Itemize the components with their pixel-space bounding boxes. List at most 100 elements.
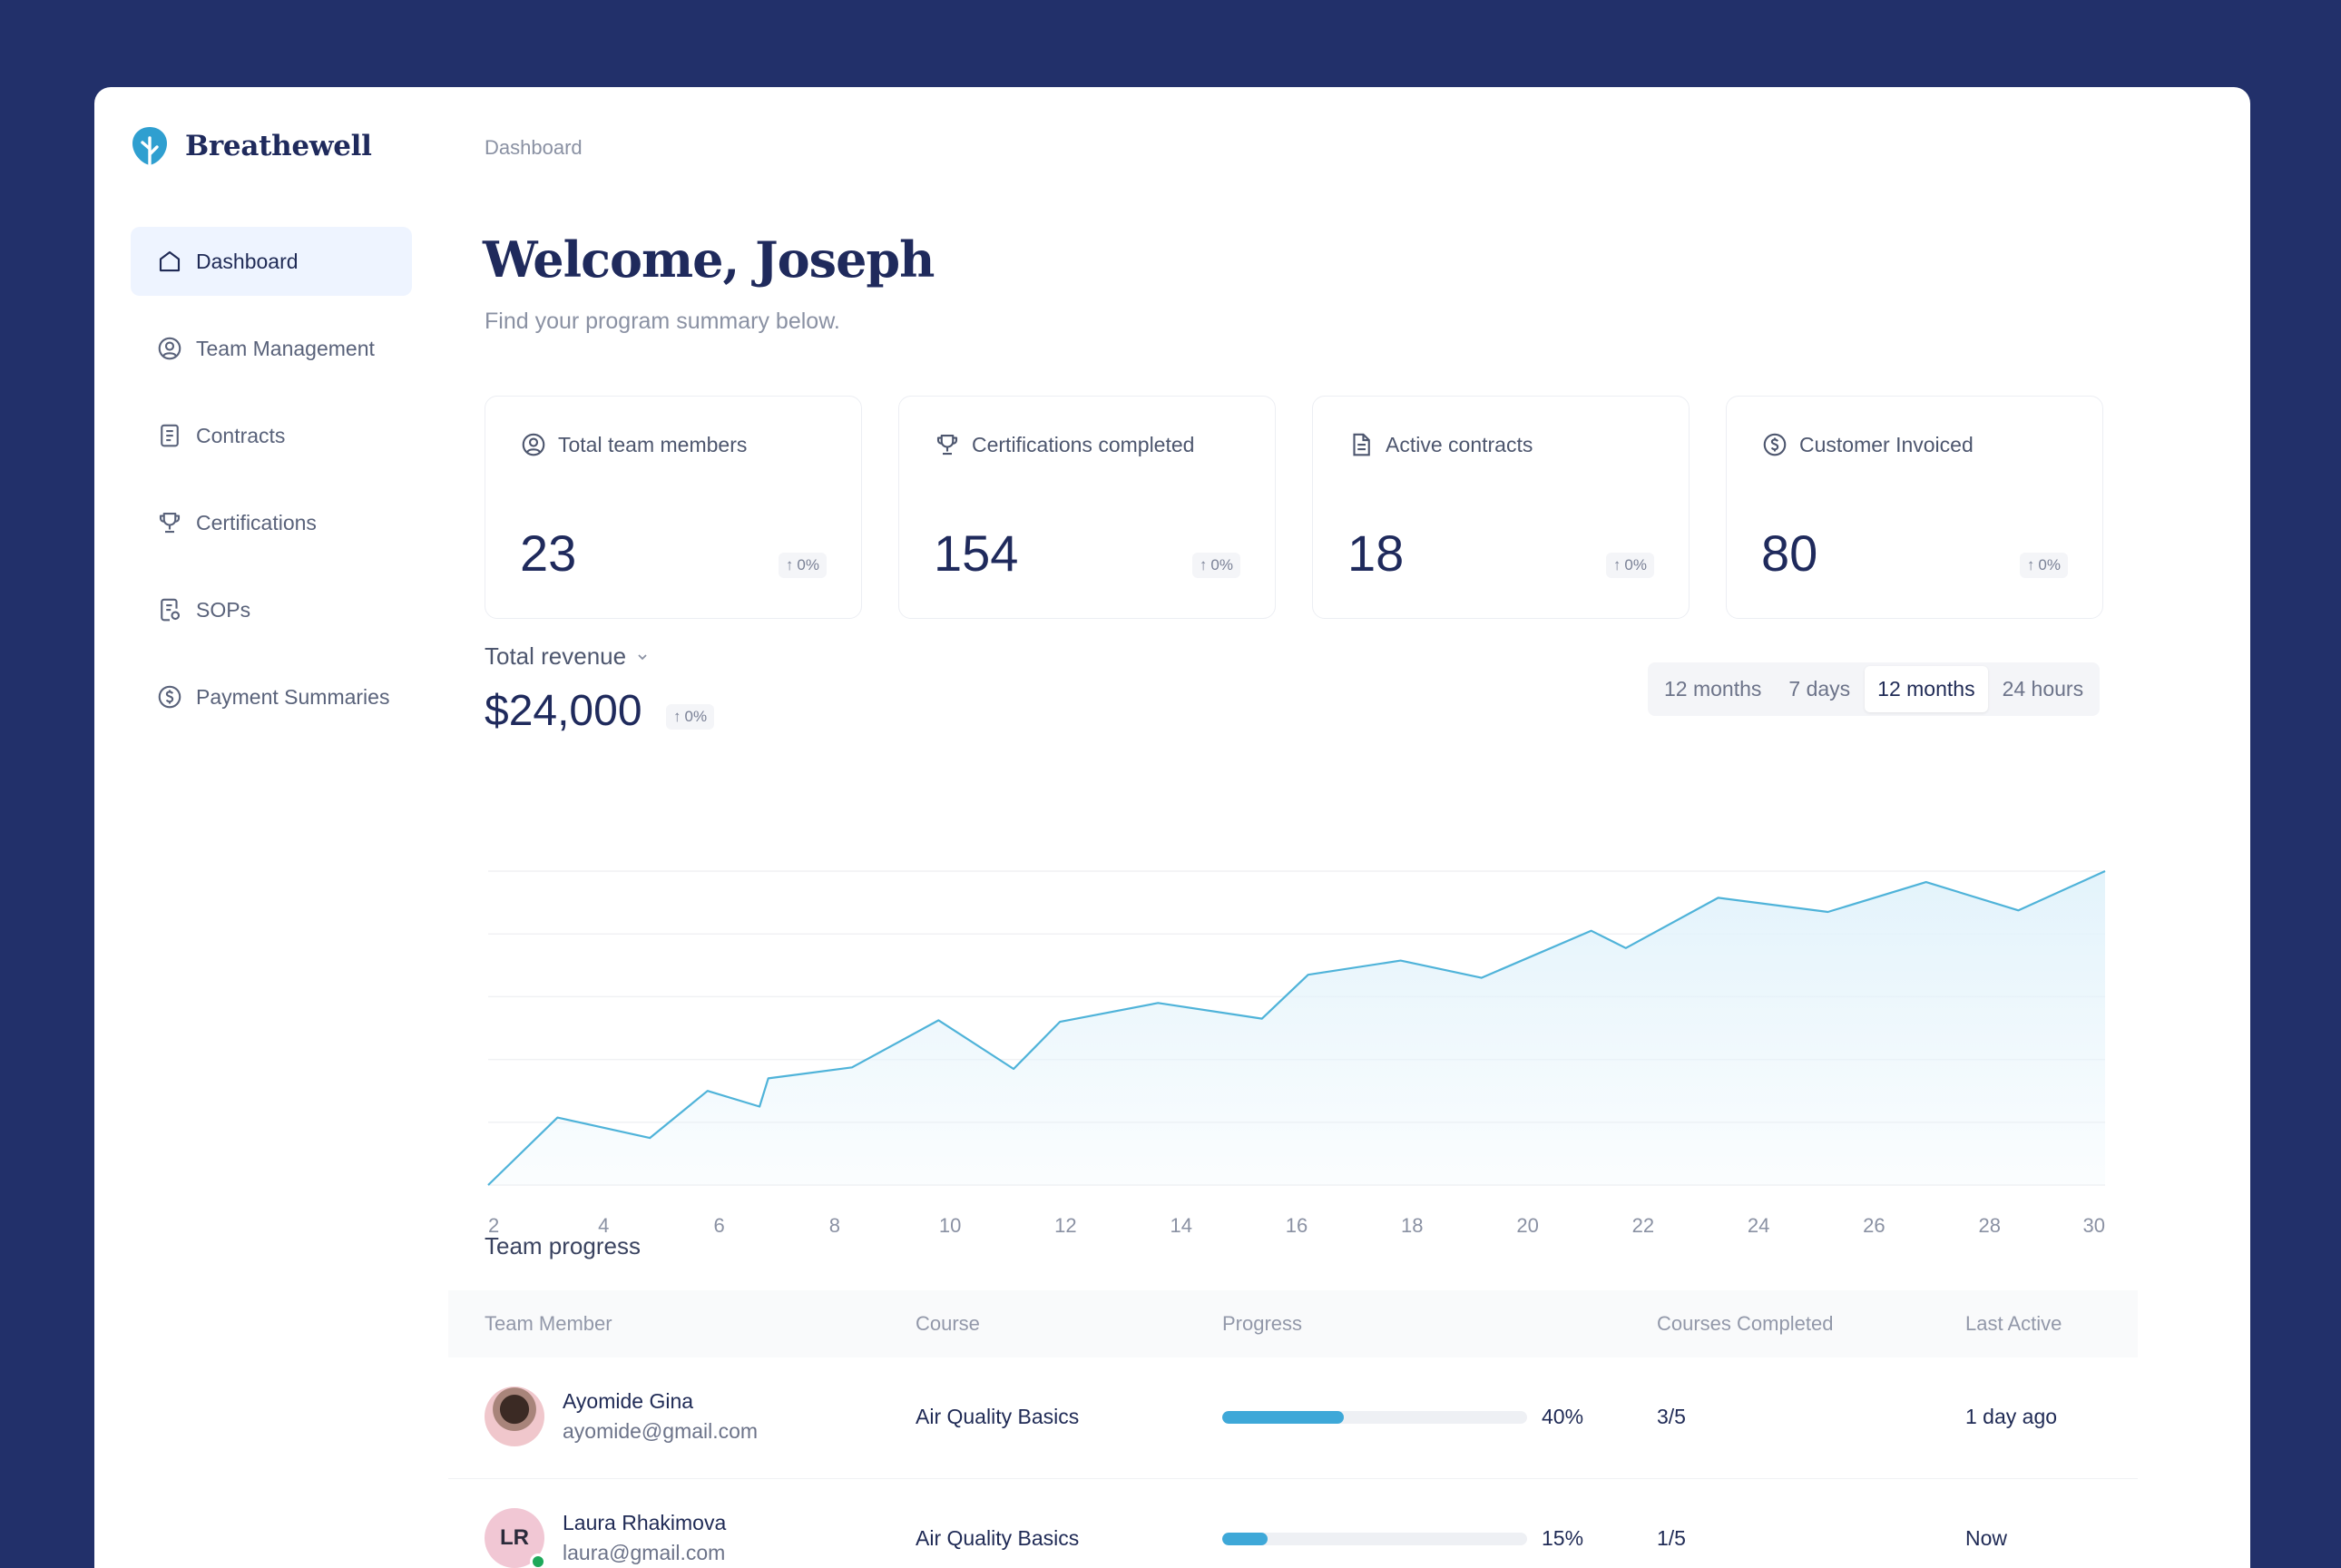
course-cell: Air Quality Basics: [916, 1405, 1080, 1428]
last-active-cell: Now: [1965, 1526, 2008, 1550]
sidebar-item-label: Dashboard: [196, 249, 299, 273]
column-header[interactable]: Team Member: [485, 1312, 612, 1335]
stat-label: Certifications completed: [972, 432, 1195, 456]
x-tick-label: 22: [1632, 1214, 1654, 1237]
member-cell: Ayomide Gina ayomide@gmail.com: [485, 1387, 758, 1446]
progress-cell: 40%: [1222, 1405, 1583, 1429]
sidebar-item-label: Contracts: [196, 423, 286, 447]
avatar: [485, 1387, 544, 1446]
breadcrumb[interactable]: Dashboard: [485, 136, 583, 159]
x-tick-label: 10: [939, 1214, 961, 1237]
x-tick-label: 26: [1863, 1214, 1885, 1237]
change-value: 0%: [1210, 556, 1233, 573]
change-badge: ↑ 0%: [1605, 553, 1654, 578]
column-header[interactable]: Progress: [1222, 1312, 1303, 1335]
trophy-icon: [936, 434, 958, 456]
sidebar-item-label: Certifications: [196, 510, 317, 534]
stat-value: 23: [520, 524, 577, 582]
course-cell: Air Quality Basics: [916, 1526, 1080, 1550]
courses-completed-cell: 3/5: [1657, 1405, 1686, 1428]
range-option[interactable]: 12 months: [1664, 677, 1762, 701]
member-cell: LR Laura Rhakimova laura@gmail.com: [485, 1508, 726, 1568]
x-tick-label: 2: [488, 1214, 499, 1237]
stat-label: Customer Invoiced: [1799, 432, 1974, 456]
breathewell-logo-icon: [132, 127, 167, 167]
revenue-metric-dropdown[interactable]: Total revenue: [485, 642, 650, 671]
stat-value: 18: [1347, 524, 1405, 582]
trophy-icon: [159, 512, 181, 534]
dollar-circle-icon: [158, 685, 181, 709]
stat-card-header: Customer Invoiced: [1761, 431, 1974, 458]
stat-card-header: Certifications completed: [934, 431, 1194, 458]
change-badge: ↑ 0%: [2019, 553, 2068, 578]
sidebar-item-label: Payment Summaries: [196, 684, 390, 709]
stat-value: 154: [934, 524, 1019, 582]
x-tick-label: 24: [1748, 1214, 1769, 1237]
table-row[interactable]: LR Laura Rhakimova laura@gmail.com Air Q…: [448, 1479, 2138, 1568]
table-header: Team Member Course Progress Courses Comp…: [448, 1290, 2138, 1357]
stat-card-header: Active contracts: [1347, 431, 1533, 458]
stat-card-customer-invoiced[interactable]: Customer Invoiced 80 ↑ 0%: [1726, 396, 2103, 619]
member-name: Laura Rhakimova: [563, 1511, 727, 1534]
x-tick-label: 20: [1516, 1214, 1538, 1237]
revenue-value: $24,000: [485, 687, 642, 735]
stat-card-header: Total team members: [520, 431, 747, 458]
change-badge: ↑ 0%: [666, 704, 715, 730]
stat-card-certifications[interactable]: Certifications completed 154 ↑ 0%: [898, 396, 1276, 619]
arrow-up-icon: ↑: [1199, 556, 1208, 573]
table-row[interactable]: Ayomide Gina ayomide@gmail.com Air Quali…: [448, 1357, 2138, 1479]
change-badge: ↑ 0%: [1191, 553, 1240, 578]
arrow-up-icon: ↑: [673, 708, 681, 725]
sidebar-item-sops[interactable]: SOPs: [131, 575, 412, 644]
range-option[interactable]: 7 days: [1788, 677, 1851, 701]
arrow-up-icon: ↑: [785, 556, 794, 573]
progress-fill: [1222, 1532, 1268, 1545]
revenue-area: [488, 871, 2105, 1185]
range-option-selected[interactable]: 12 months: [1865, 666, 1988, 712]
team-progress-table: Team Member Course Progress Courses Comp…: [448, 1290, 2138, 1568]
stat-label: Total team members: [558, 432, 748, 456]
chevron-down-icon: [638, 653, 647, 660]
revenue-chart: 2 4 6 8 10 12 14 16 18 20 22 24 26 28 30: [487, 869, 2106, 1237]
column-header[interactable]: Courses Completed: [1657, 1312, 1834, 1335]
brand[interactable]: Breathewell: [127, 123, 372, 169]
page-subtitle: Find your program summary below.: [485, 309, 840, 334]
sidebar-item-dashboard[interactable]: Dashboard: [131, 227, 412, 296]
sidebar-nav: Dashboard Team Management Contracts Cert…: [131, 227, 412, 750]
arrow-up-icon: ↑: [2026, 556, 2035, 573]
range-option[interactable]: 24 hours: [2002, 677, 2084, 701]
sidebar-item-payment-summaries[interactable]: Payment Summaries: [131, 662, 412, 731]
change-value: 0%: [684, 708, 708, 725]
progress-bar: [1222, 1410, 1527, 1424]
x-tick-label: 28: [1978, 1214, 2000, 1237]
change-value: 0%: [797, 556, 819, 573]
progress-cell: 15%: [1222, 1526, 1583, 1551]
sidebar-item-team-management[interactable]: Team Management: [131, 314, 412, 383]
stat-value: 80: [1761, 524, 1818, 582]
user-circle-icon: [522, 433, 545, 456]
column-header[interactable]: Course: [916, 1312, 980, 1335]
member-email: laura@gmail.com: [563, 1541, 726, 1564]
member-email: ayomide@gmail.com: [563, 1419, 759, 1443]
last-active-cell: 1 day ago: [1965, 1405, 2058, 1428]
x-tick-label: 6: [713, 1214, 724, 1237]
column-header[interactable]: Last Active: [1965, 1312, 2062, 1335]
x-tick-label: 12: [1054, 1214, 1076, 1237]
sidebar-item-certifications[interactable]: Certifications: [131, 488, 412, 557]
sidebar-item-contracts[interactable]: Contracts: [131, 401, 412, 470]
stat-card-team-members[interactable]: Total team members 23 ↑ 0%: [485, 396, 862, 619]
progress-bar: [1222, 1532, 1527, 1545]
document-icon: [1353, 433, 1370, 456]
sidebar-item-label: Team Management: [196, 336, 375, 360]
brand-name: Breathewell: [185, 130, 372, 162]
time-range-selector: 12 months 7 days 12 months 24 hours: [1648, 662, 2101, 716]
change-badge: ↑ 0%: [778, 553, 827, 578]
page-title: Welcome, Joseph: [483, 230, 935, 289]
team-progress-title: Team progress: [485, 1232, 641, 1259]
x-tick-label: 8: [829, 1214, 840, 1237]
user-circle-icon: [158, 337, 181, 360]
stat-card-active-contracts[interactable]: Active contracts 18 ↑ 0%: [1312, 396, 1690, 619]
online-status-dot: [530, 1553, 546, 1568]
revenue-line: [487, 869, 2106, 1186]
app-window: Breathewell Dashboard Team Management Co…: [94, 87, 2250, 1568]
